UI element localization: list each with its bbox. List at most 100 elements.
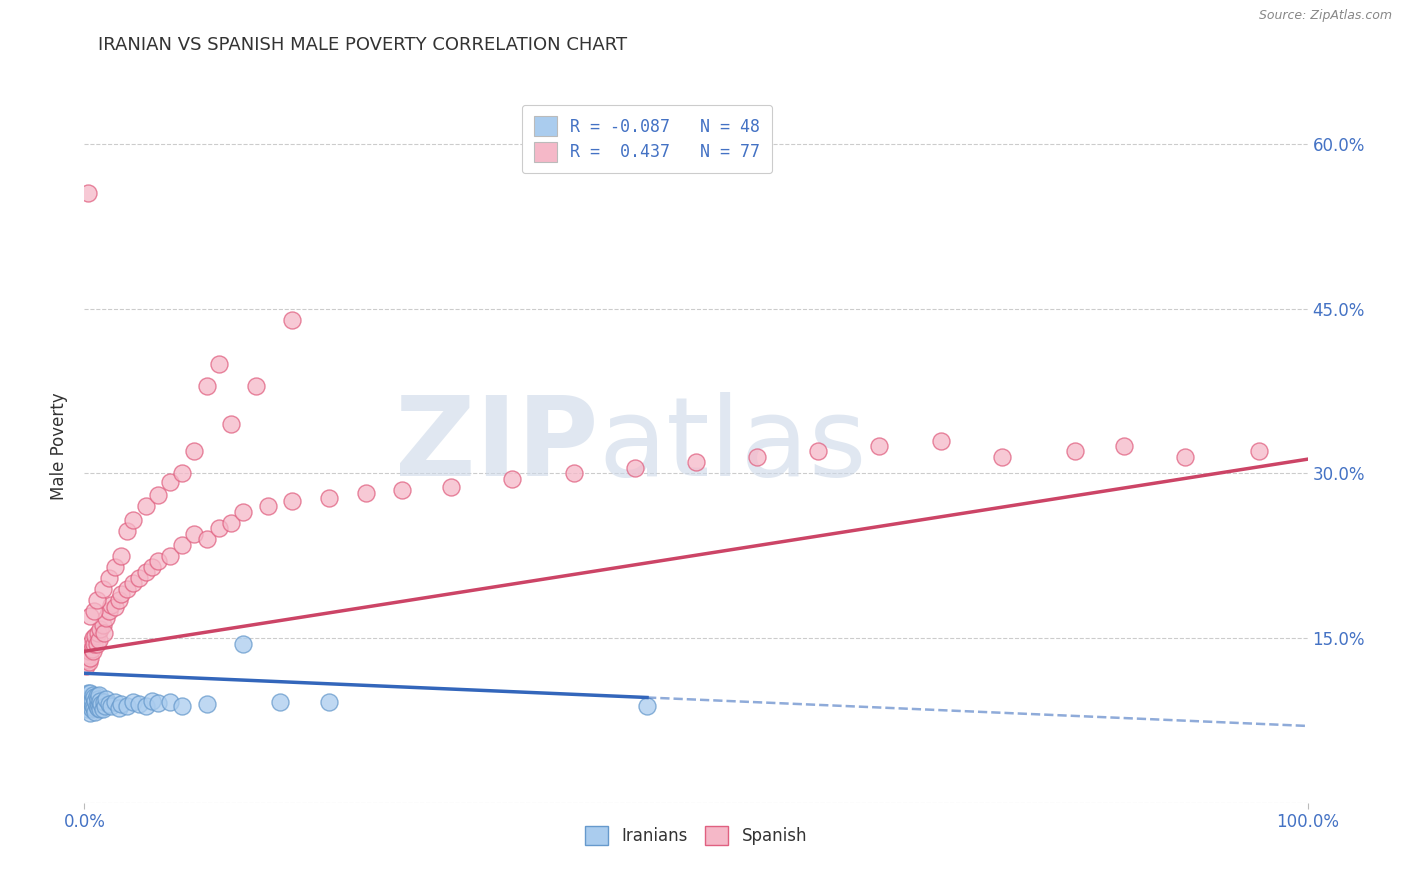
Point	[83, 690, 105, 705]
Point	[104, 695, 127, 709]
Point	[122, 695, 145, 709]
Y-axis label: Male Poverty: Male Poverty	[51, 392, 69, 500]
Point	[281, 312, 304, 326]
Point	[75, 691, 97, 706]
Point	[83, 637, 105, 651]
Point	[869, 439, 891, 453]
Point	[281, 494, 304, 508]
Point	[1174, 450, 1197, 464]
Point	[91, 582, 114, 596]
Legend: Iranians, Spanish: Iranians, Spanish	[578, 819, 814, 852]
Point	[90, 697, 112, 711]
Point	[232, 505, 254, 519]
Point	[75, 658, 97, 673]
Point	[107, 592, 129, 607]
Point	[195, 533, 218, 547]
Point	[183, 526, 205, 541]
Point	[79, 706, 101, 720]
Point	[562, 467, 585, 481]
Point	[87, 688, 110, 702]
Point	[141, 694, 163, 708]
Point	[257, 500, 280, 514]
Point	[208, 521, 231, 535]
Point	[159, 549, 181, 563]
Point	[115, 524, 138, 538]
Point	[318, 695, 340, 709]
Point	[135, 699, 157, 714]
Point	[77, 186, 100, 201]
Point	[110, 587, 132, 601]
Point	[929, 434, 952, 448]
Point	[94, 699, 117, 714]
Point	[79, 637, 101, 651]
Point	[84, 629, 107, 643]
Point	[146, 488, 169, 502]
Point	[440, 480, 463, 494]
Point	[79, 686, 101, 700]
Point	[195, 378, 218, 392]
Point	[76, 702, 98, 716]
Point	[91, 618, 114, 632]
Point	[115, 699, 138, 714]
Point	[100, 699, 122, 714]
Point	[1247, 444, 1270, 458]
Point	[86, 699, 108, 714]
Point	[82, 644, 104, 658]
Point	[86, 592, 108, 607]
Point	[172, 467, 194, 481]
Point	[104, 600, 127, 615]
Point	[77, 655, 100, 669]
Point	[77, 648, 100, 662]
Point	[104, 559, 127, 574]
Point	[100, 598, 122, 612]
Point	[84, 705, 107, 719]
Point	[146, 696, 169, 710]
Point	[391, 483, 413, 497]
Point	[208, 357, 231, 371]
Point	[86, 690, 108, 704]
Point	[245, 378, 267, 392]
Point	[87, 691, 110, 706]
Point	[80, 702, 103, 716]
Point	[83, 701, 105, 715]
Point	[219, 417, 242, 431]
Point	[93, 695, 115, 709]
Point	[84, 694, 107, 708]
Point	[135, 566, 157, 580]
Point	[115, 582, 138, 596]
Point	[135, 500, 157, 514]
Point	[86, 637, 108, 651]
Point	[79, 609, 101, 624]
Point	[82, 688, 104, 702]
Point	[685, 455, 707, 469]
Point	[110, 697, 132, 711]
Point	[807, 444, 830, 458]
Point	[159, 475, 181, 490]
Point	[107, 701, 129, 715]
Point	[77, 642, 100, 657]
Text: Source: ZipAtlas.com: Source: ZipAtlas.com	[1258, 9, 1392, 22]
Point	[82, 699, 104, 714]
Point	[89, 694, 111, 708]
Point	[502, 472, 524, 486]
Point	[172, 699, 194, 714]
Point	[87, 701, 110, 715]
Point	[83, 604, 105, 618]
Point	[96, 691, 118, 706]
Point	[80, 692, 103, 706]
Point	[79, 695, 101, 709]
Point	[77, 697, 100, 711]
Point	[77, 686, 100, 700]
Point	[141, 559, 163, 574]
Point	[97, 571, 120, 585]
Text: IRANIAN VS SPANISH MALE POVERTY CORRELATION CHART: IRANIAN VS SPANISH MALE POVERTY CORRELAT…	[98, 36, 627, 54]
Point	[76, 653, 98, 667]
Point	[122, 512, 145, 526]
Point	[991, 450, 1014, 464]
Point	[636, 699, 658, 714]
Point	[77, 644, 100, 658]
Point	[93, 625, 115, 640]
Point	[87, 625, 110, 640]
Point	[624, 461, 647, 475]
Point	[89, 623, 111, 637]
